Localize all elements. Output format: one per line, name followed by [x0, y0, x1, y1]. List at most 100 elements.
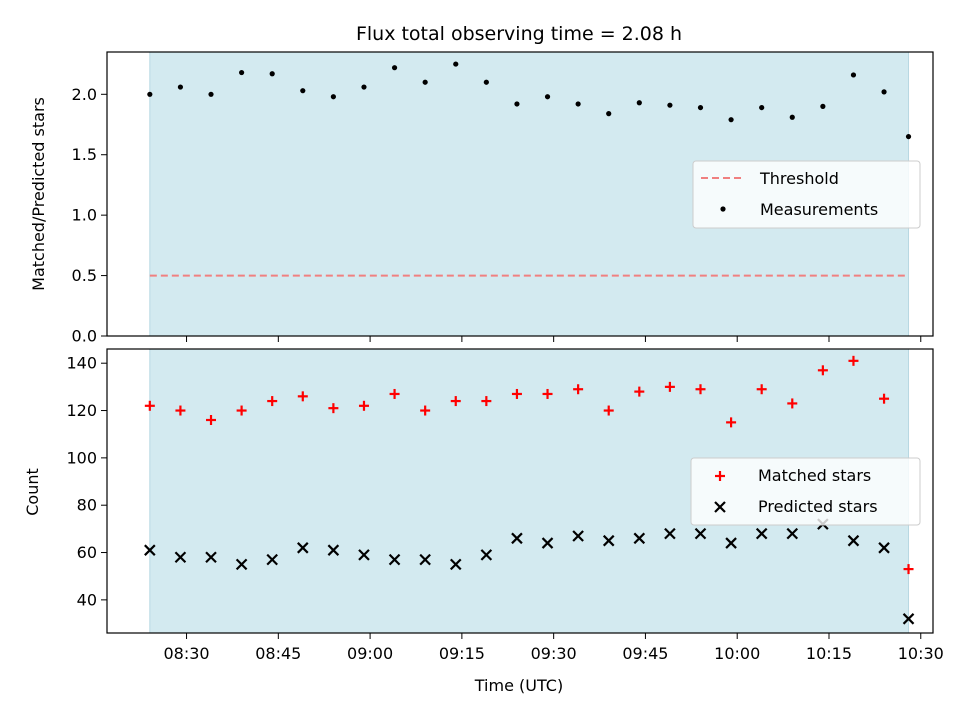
measurement-point [759, 104, 765, 111]
legend-threshold-label: Threshold [759, 169, 839, 188]
matched-point [695, 384, 706, 395]
matched-point [511, 388, 522, 399]
matched-point [634, 386, 645, 397]
bottom-legend: Matched stars Predicted stars [690, 457, 921, 526]
bottom-x-tick-label: 09:45 [622, 644, 668, 663]
measurement-point [575, 101, 581, 107]
bottom-x-tick-label: 10:30 [898, 644, 944, 663]
measurement-point [850, 72, 857, 78]
matched-point [726, 417, 737, 428]
matched-point [756, 384, 767, 395]
predicted-point [786, 527, 799, 540]
legend-matched-swatch [715, 471, 725, 481]
predicted-point [572, 530, 584, 542]
matched-point [328, 403, 339, 414]
matched-point [144, 400, 155, 411]
matched-point [389, 388, 400, 399]
legend-measurements-swatch [720, 206, 726, 212]
bottom-y-tick-label: 120 [66, 401, 97, 420]
measurement-point [483, 79, 489, 85]
bottom-x-tick-label: 10:15 [806, 644, 852, 663]
measurement-point [820, 103, 826, 109]
measurement-point [514, 101, 520, 107]
measurement-point [391, 65, 398, 71]
top-y-tick-label: 0.0 [72, 327, 97, 346]
top-legend-box [692, 160, 921, 229]
measurement-point [422, 79, 428, 85]
measurement-point [667, 102, 673, 108]
matched-point [603, 405, 614, 416]
top-y-tick-label: 1.0 [72, 206, 97, 225]
bottom-ylabel: Count [23, 468, 42, 516]
matched-point [206, 415, 217, 425]
bottom-y-tick-label: 80 [77, 496, 97, 515]
predicted-point [266, 553, 278, 566]
bottom-y-tick-label: 60 [77, 543, 97, 562]
top-legend: Threshold Measurements [692, 160, 921, 229]
predicted-point [602, 534, 615, 547]
legend-predicted-swatch [714, 501, 726, 513]
bottom-x-tick-label: 09:30 [531, 644, 577, 663]
bottom-y-tick-label: 100 [66, 448, 97, 467]
bottom-x-tick-label: 08:45 [255, 644, 301, 663]
predicted-point [327, 544, 340, 556]
top-y-tick-label: 2.0 [72, 85, 97, 104]
predicted-point [511, 532, 523, 545]
predicted-point [480, 549, 493, 561]
matched-point [420, 405, 431, 416]
predicted-point [205, 551, 217, 564]
measurement-point [728, 117, 734, 123]
legend-measurements-label: Measurements [760, 200, 878, 219]
predicted-point [235, 558, 248, 571]
measurement-point [544, 94, 551, 100]
measurement-point [453, 61, 459, 67]
predicted-point [725, 537, 737, 549]
predicted-point [633, 532, 646, 545]
legend-matched-label: Matched stars [758, 466, 871, 485]
predicted-point [541, 537, 554, 549]
top-y-tick-label: 0.5 [72, 266, 97, 285]
measurement-point [330, 94, 336, 100]
legend-predicted-label: Predicted stars [758, 497, 878, 516]
matched-point [879, 393, 890, 404]
bottom-x-tick-label: 09:15 [439, 644, 485, 663]
measurement-point [636, 100, 642, 106]
bottom-y-tick-label: 40 [77, 590, 97, 609]
bottom-x-tick-label: 08:30 [163, 644, 209, 663]
matched-point [450, 396, 461, 407]
bottom-x-tick-label: 10:00 [714, 644, 760, 663]
measurement-point [905, 133, 912, 140]
measurement-point [697, 104, 704, 111]
top-panel: 0.00.51.01.52.0 Matched/Predicted stars … [29, 51, 934, 346]
predicted-point [694, 527, 707, 540]
top-axes-frame [106, 51, 934, 337]
matched-point [848, 355, 859, 366]
bottom-axes-frame [106, 348, 934, 634]
matched-point [664, 381, 675, 392]
predicted-point [358, 549, 370, 561]
predicted-point [847, 534, 860, 547]
measurement-point [789, 114, 795, 120]
measurement-point [606, 111, 612, 117]
bottom-x-tick-label: 09:00 [347, 644, 393, 663]
bottom-legend-box [690, 457, 921, 526]
matched-point [297, 391, 308, 402]
measurement-point [239, 69, 245, 76]
predicted-point [144, 544, 156, 556]
matched-point [175, 405, 186, 416]
predicted-point [174, 551, 187, 564]
matched-point [542, 388, 553, 399]
measurement-point [361, 84, 367, 90]
measurement-point [269, 71, 275, 77]
predicted-point [664, 527, 676, 540]
matched-point [358, 400, 369, 411]
matched-point [787, 398, 798, 409]
chart-title: Flux total observing time = 2.08 h [356, 23, 682, 45]
matched-point [236, 405, 247, 416]
top-y-tick-label: 1.5 [72, 145, 97, 164]
predicted-point [419, 553, 431, 566]
bottom-xlabel: Time (UTC) [474, 676, 563, 695]
top-ylabel: Matched/Predicted stars [29, 97, 48, 291]
measurement-point [147, 91, 153, 97]
